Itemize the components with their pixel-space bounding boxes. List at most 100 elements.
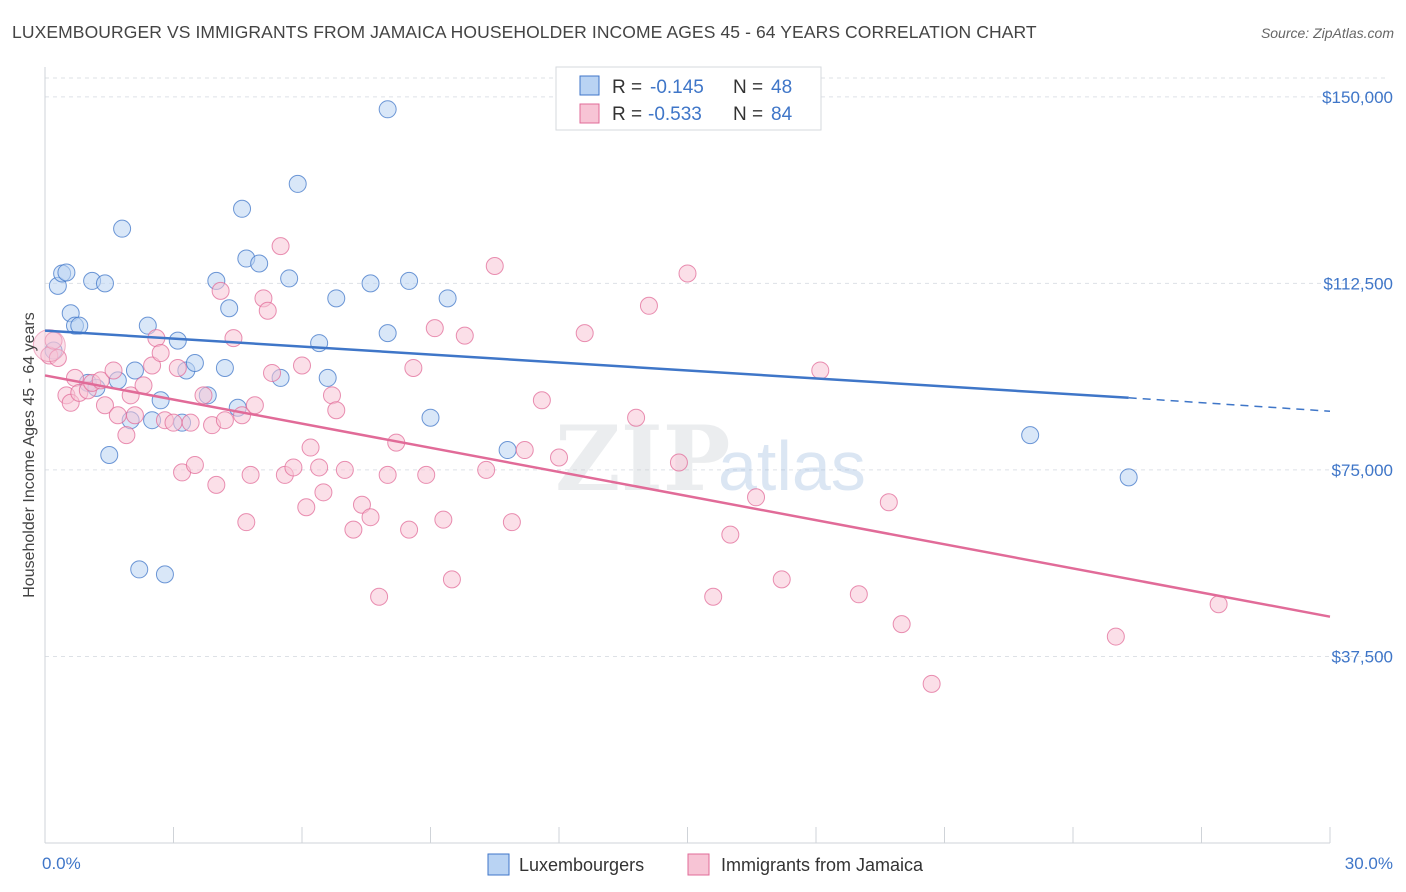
bottom-legend-label-pink: Immigrants from Jamaica	[721, 855, 924, 875]
data-point	[455, 326, 474, 345]
data-point	[477, 460, 496, 479]
data-point	[245, 396, 264, 415]
data-point	[498, 441, 517, 460]
data-point	[485, 256, 504, 275]
data-point	[100, 446, 119, 465]
data-point	[155, 565, 174, 584]
chart-title: LUXEMBOURGER VS IMMIGRANTS FROM JAMAICA …	[12, 22, 1037, 42]
data-point	[378, 324, 397, 343]
data-point	[280, 269, 299, 288]
data-point	[233, 199, 252, 218]
legend-n-value-2: 84	[771, 104, 793, 125]
data-point	[515, 441, 534, 460]
data-point	[425, 319, 444, 338]
data-point	[892, 615, 911, 634]
data-point	[404, 358, 423, 377]
data-point	[138, 316, 157, 335]
y-tick-label: $75,000	[1332, 461, 1393, 480]
data-point	[207, 475, 226, 494]
data-point	[211, 281, 230, 300]
data-point	[400, 520, 419, 539]
data-point	[361, 508, 380, 527]
bottom-legend-swatch-blue	[487, 853, 510, 876]
data-point	[288, 174, 307, 193]
watermark: ZIP atlas	[555, 406, 866, 512]
data-point	[627, 408, 646, 427]
data-point	[335, 460, 354, 479]
data-point	[327, 289, 346, 308]
data-point	[669, 453, 688, 472]
data-point	[352, 495, 371, 514]
y-axis-label: Householder Income Ages 45 - 64 years	[21, 312, 38, 598]
data-point	[301, 438, 320, 457]
data-point	[1209, 595, 1228, 614]
data-point	[879, 493, 898, 512]
data-point	[185, 353, 204, 372]
data-point	[125, 361, 144, 380]
data-point	[550, 448, 568, 467]
correlation-legend: R = -0.145 N = 48 R = -0.533 N = 84	[555, 66, 822, 131]
data-point	[151, 391, 170, 410]
data-point	[704, 587, 723, 606]
y-tick-label: $150,000	[1322, 88, 1393, 107]
legend-r-label-2: R =	[612, 104, 642, 125]
bottom-legend-swatch-pink	[687, 853, 710, 876]
data-point	[224, 329, 243, 348]
series-luxembourgers	[44, 100, 1138, 584]
data-point	[117, 426, 136, 445]
data-point	[104, 361, 123, 380]
legend-n-label-2: N =	[733, 104, 763, 125]
data-point	[417, 465, 436, 484]
data-point	[1106, 627, 1125, 646]
data-point	[421, 408, 440, 427]
data-point	[151, 344, 170, 363]
data-point	[241, 465, 260, 484]
data-point	[168, 331, 187, 350]
data-point	[297, 498, 316, 517]
data-point	[108, 406, 127, 425]
data-point	[322, 386, 341, 405]
data-point	[181, 413, 200, 432]
data-point	[1021, 426, 1040, 445]
data-point	[57, 263, 76, 282]
data-point	[438, 289, 457, 308]
series-legend: Luxembourgers Immigrants from Jamaica	[487, 853, 924, 876]
x-tick-label-min: 0.0%	[42, 854, 81, 873]
data-point	[164, 413, 183, 432]
data-point	[134, 376, 153, 395]
data-point	[263, 363, 282, 382]
legend-n-value-1: 48	[771, 77, 792, 98]
trend-lines	[44, 329, 1331, 618]
data-point	[48, 349, 67, 368]
y-tick-label: $37,500	[1332, 647, 1393, 666]
data-point	[772, 570, 791, 589]
data-point	[95, 396, 114, 415]
data-point	[575, 324, 594, 343]
data-point	[811, 361, 830, 380]
data-point	[639, 296, 658, 315]
data-point	[168, 358, 187, 377]
data-point	[318, 368, 337, 387]
data-point	[370, 587, 389, 606]
data-point	[434, 510, 453, 529]
data-point	[237, 513, 256, 532]
data-point	[70, 316, 89, 335]
legend-r-label-1: R =	[612, 77, 642, 98]
tick-labels: $37,500 $75,000 $112,500 $150,000 0.0% 30.0%	[42, 88, 1393, 873]
data-point	[400, 271, 419, 290]
data-point	[271, 237, 290, 256]
data-point	[344, 520, 363, 539]
data-point	[113, 219, 132, 238]
legend-swatch-pink	[579, 103, 600, 124]
watermark-atlas: atlas	[718, 427, 866, 505]
data-point	[185, 455, 204, 474]
data-point	[95, 274, 114, 293]
data-point	[378, 100, 397, 119]
data-point	[747, 488, 766, 507]
data-point	[143, 356, 162, 375]
trend-line-luxembourgers-extension	[1128, 397, 1331, 412]
data-point	[65, 368, 84, 387]
trend-line-jamaica	[44, 374, 1331, 618]
legend-swatch-blue	[579, 75, 600, 96]
